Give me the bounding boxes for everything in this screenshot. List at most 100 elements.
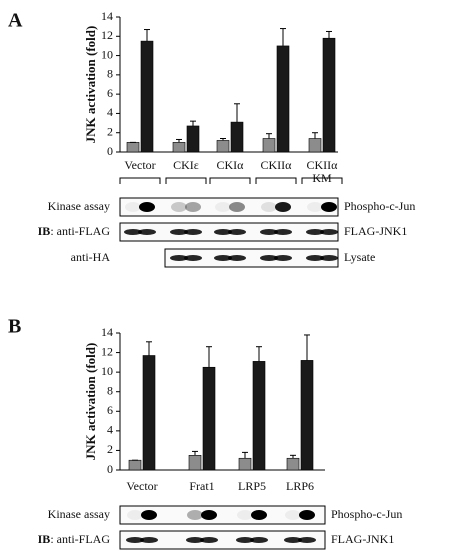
- blot-band: [184, 255, 202, 261]
- bar: [188, 455, 202, 471]
- blot-label-text: Kinase assay: [48, 199, 110, 213]
- y-tick-label: 14: [101, 9, 113, 23]
- bar: [300, 360, 314, 471]
- blot-band: [274, 255, 292, 261]
- bar: [308, 138, 322, 153]
- bar: [252, 361, 266, 471]
- blot-band: [139, 202, 155, 212]
- bar: [126, 142, 140, 153]
- blot-band: [228, 255, 246, 261]
- bar: [322, 37, 336, 153]
- blot-band: [140, 537, 158, 543]
- blot-band: [275, 202, 291, 212]
- blot-label: Kinase assay: [48, 199, 110, 213]
- bar: [276, 45, 290, 153]
- x-tick-label: Vector: [124, 158, 155, 172]
- x-tick-label: LRP6: [286, 479, 314, 493]
- bar: [142, 355, 156, 471]
- blot-band: [141, 510, 157, 520]
- panel-label: B: [8, 316, 21, 338]
- blot-band: [124, 229, 142, 235]
- lane-bracket: [301, 177, 343, 184]
- blot-band: [214, 229, 232, 235]
- y-tick-label: 6: [107, 403, 113, 417]
- blot-band: [261, 202, 277, 212]
- blot-band: [285, 510, 301, 520]
- y-tick-label: 8: [107, 67, 113, 81]
- bar: [172, 142, 186, 153]
- blot-band: [229, 202, 245, 212]
- y-tick-label: 14: [101, 325, 113, 339]
- blot-band: [125, 202, 141, 212]
- panel-label: A: [8, 10, 23, 32]
- blot-band: [260, 255, 278, 261]
- y-tick-label: 4: [107, 423, 113, 437]
- y-tick-label: 12: [101, 344, 113, 358]
- blot-target: Lysate: [344, 250, 375, 264]
- x-tick-label: LRP5: [238, 479, 266, 493]
- y-tick-label: 0: [107, 462, 113, 476]
- x-tick-label: CKIIα: [261, 158, 293, 172]
- blot-band: [237, 510, 253, 520]
- x-tick-label: Frat1: [189, 479, 214, 493]
- y-tick-label: 2: [107, 442, 113, 456]
- blot-band: [320, 255, 338, 261]
- blot-band: [186, 537, 204, 543]
- blot-band: [260, 229, 278, 235]
- y-axis-title: JNK activation (fold): [83, 26, 98, 144]
- blot-band: [274, 229, 292, 235]
- blot-band: [138, 229, 156, 235]
- bar: [230, 121, 244, 153]
- blot-band: [250, 537, 268, 543]
- x-tick-label-line: CKIIα: [307, 158, 339, 172]
- blot-band: [214, 255, 232, 261]
- blot-frame: [119, 530, 326, 550]
- bar: [262, 138, 276, 153]
- blot-band: [127, 510, 143, 520]
- blot-label-text: Kinase assay: [48, 507, 110, 521]
- blot-label-bold: IB: [38, 532, 51, 546]
- blot-band: [185, 202, 201, 212]
- blot-label-bold: IB: [38, 224, 51, 238]
- y-tick-label: 0: [107, 144, 113, 158]
- blot-band: [321, 202, 337, 212]
- y-tick-label: 4: [107, 105, 113, 119]
- blot-band: [251, 510, 267, 520]
- blot-band: [299, 510, 315, 520]
- blot-band: [201, 510, 217, 520]
- lane-bracket: [119, 177, 161, 184]
- bar: [286, 457, 300, 471]
- lane-bracket: [209, 177, 251, 184]
- bar: [216, 140, 230, 153]
- blot-label: Kinase assay: [48, 507, 110, 521]
- blot-band: [170, 255, 188, 261]
- lane-bracket: [165, 177, 207, 184]
- blot-band: [306, 255, 324, 261]
- bar: [186, 125, 200, 153]
- bar: [128, 459, 142, 471]
- bar: [238, 457, 252, 471]
- blot-band: [236, 537, 254, 543]
- blot-label-text: : anti-FLAG: [50, 224, 110, 238]
- blot-label: IB: anti-FLAG: [38, 532, 111, 546]
- blot-band: [298, 537, 316, 543]
- y-tick-label: 2: [107, 124, 113, 138]
- x-tick-label: Vector: [126, 479, 157, 493]
- blot-target: Phospho-c-Jun: [344, 199, 415, 213]
- x-tick-label: CKIα: [217, 158, 245, 172]
- blot-band: [200, 537, 218, 543]
- y-axis-title: JNK activation (fold): [83, 343, 98, 461]
- lane-bracket: [255, 177, 297, 184]
- bar: [140, 40, 154, 153]
- blot-label-text: anti-HA: [71, 250, 111, 264]
- blot-band: [284, 537, 302, 543]
- blot-band: [307, 202, 323, 212]
- blot-band: [228, 229, 246, 235]
- blot-band: [187, 510, 203, 520]
- blot-target: Phospho-c-Jun: [331, 507, 402, 521]
- blot-label-text: : anti-FLAG: [50, 532, 110, 546]
- blot-target: FLAG-JNK1: [331, 532, 394, 546]
- y-tick-label: 12: [101, 28, 113, 42]
